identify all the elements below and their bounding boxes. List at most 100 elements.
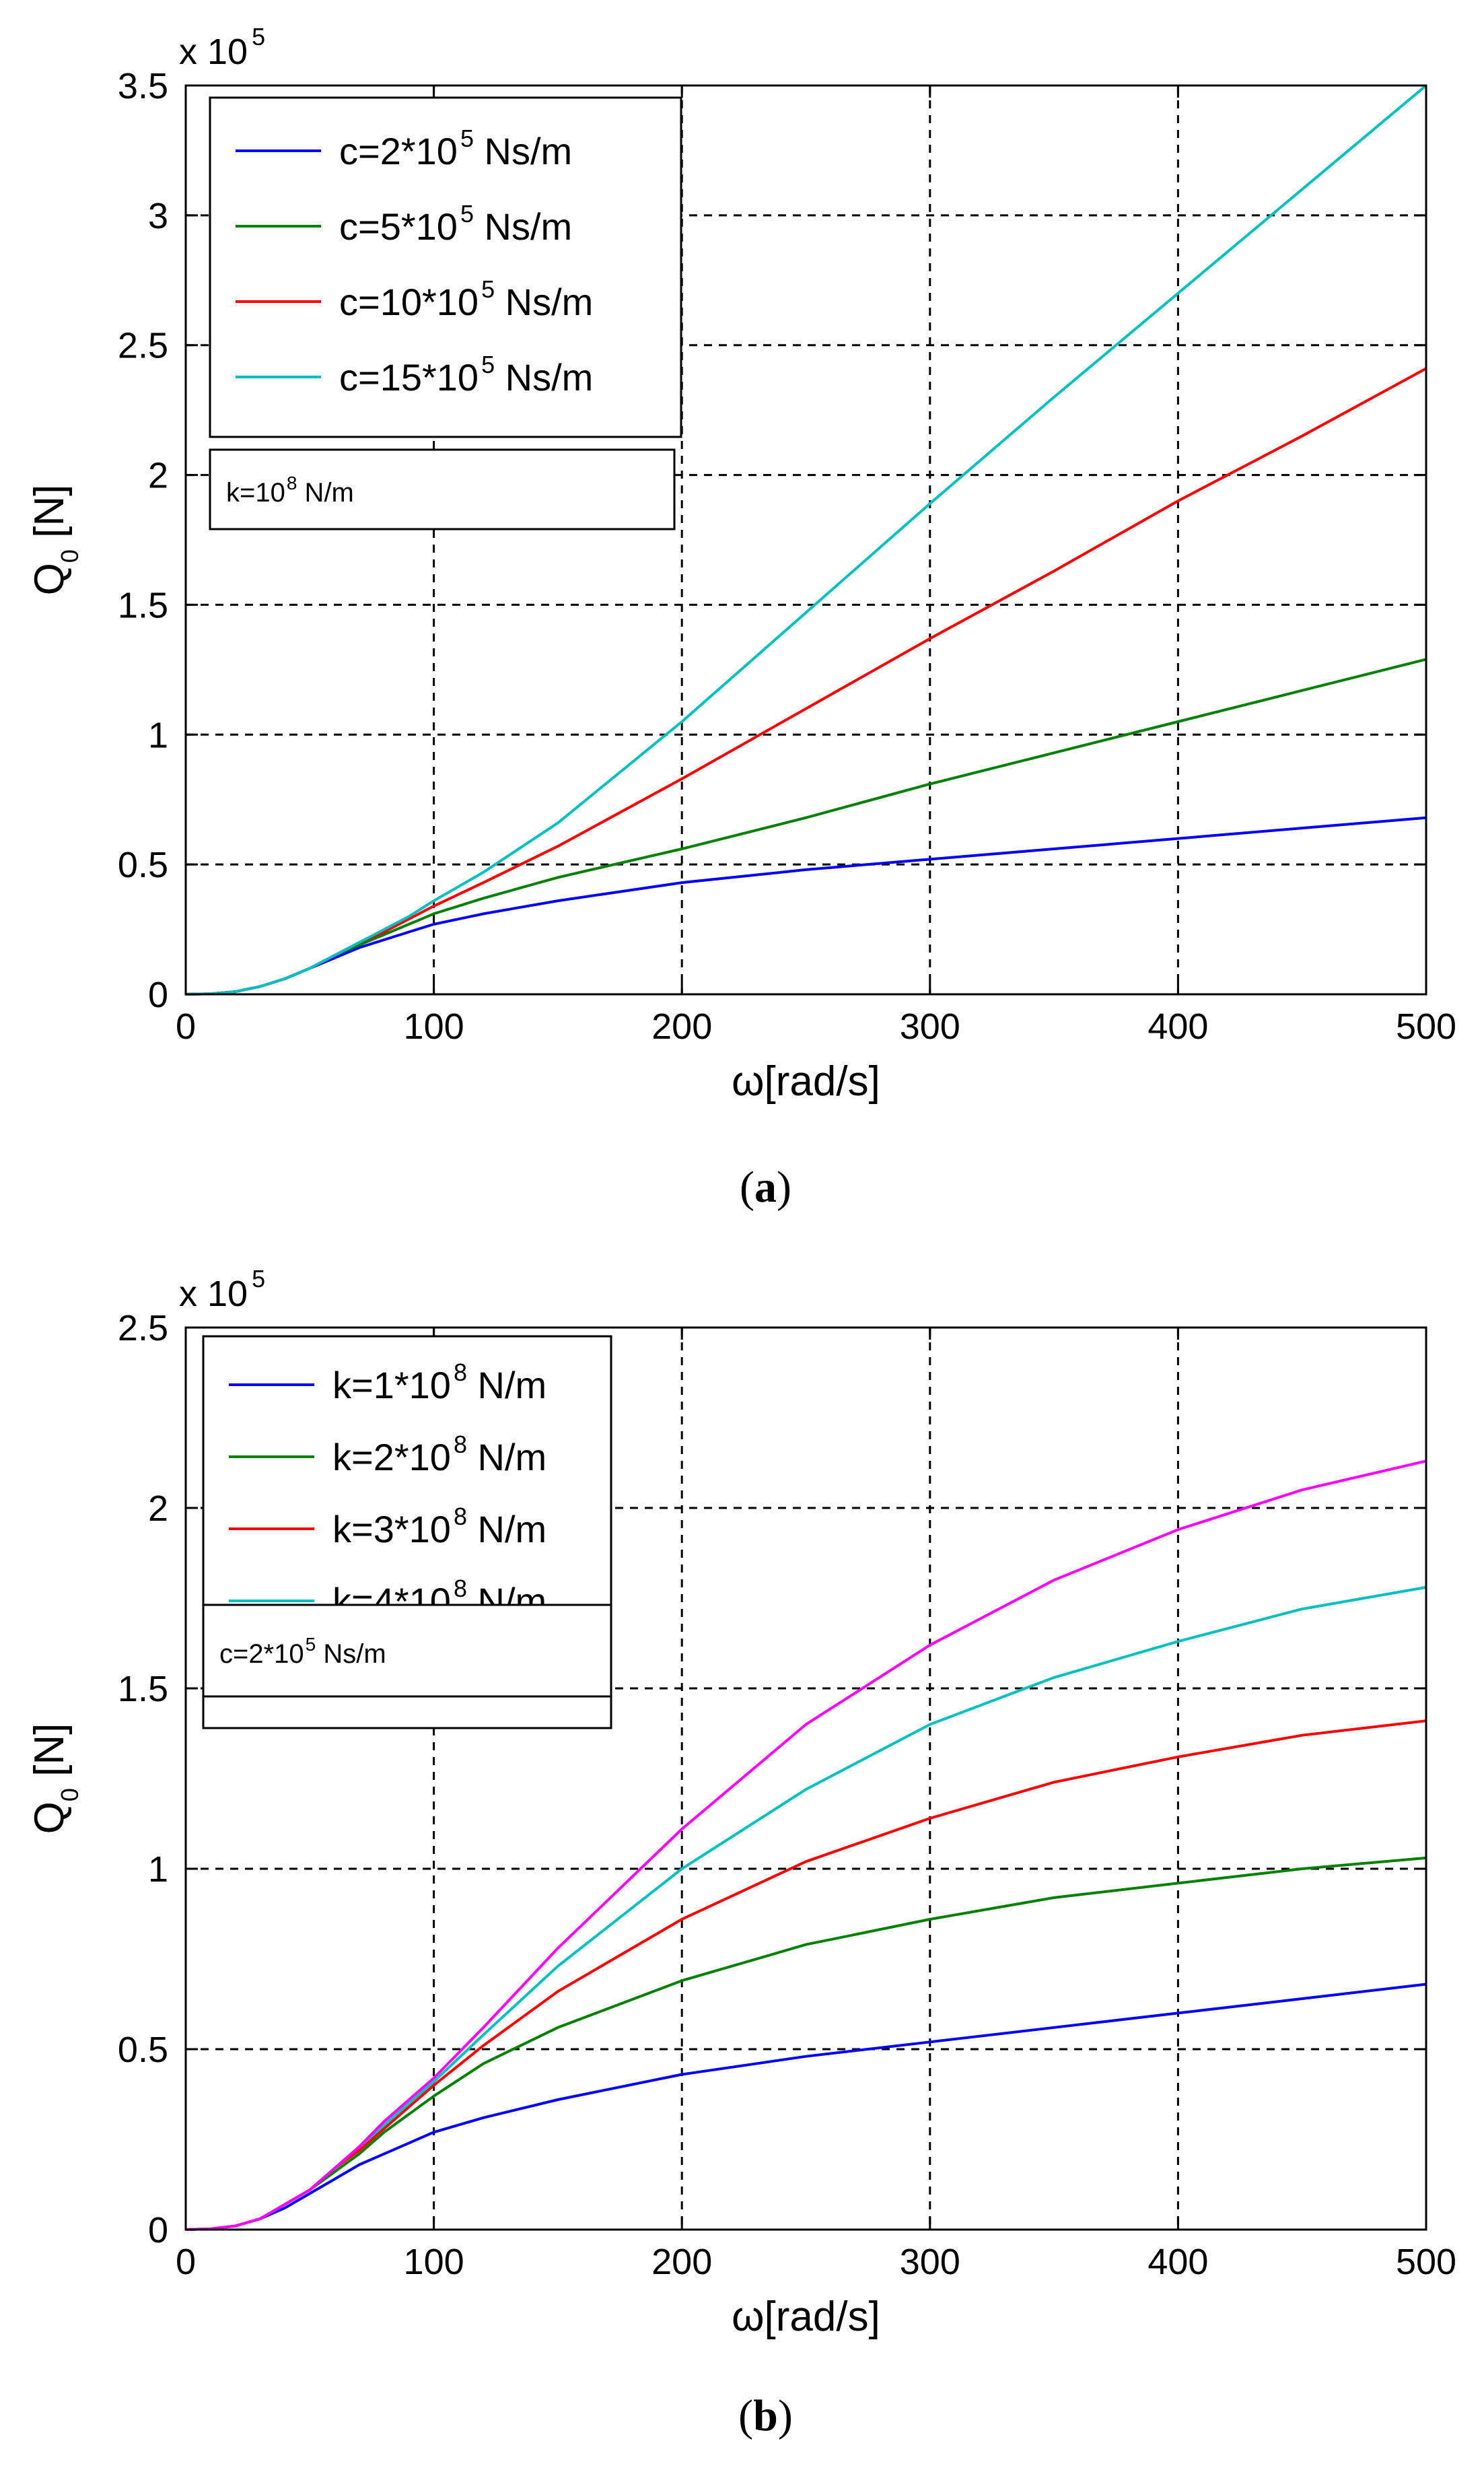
legend-label-unit: N/m: [467, 1508, 546, 1550]
y-tick-label: 3.5: [118, 66, 168, 106]
legend-label-text: k=2*10: [332, 1436, 451, 1478]
panel-caption-open: (: [740, 1163, 754, 1212]
y-axis-label-unit: [N]: [26, 1723, 73, 1788]
legend-label-unit: N/m: [467, 1364, 546, 1406]
y-tick-label: 1: [148, 715, 168, 755]
panel-caption: (b): [738, 2391, 793, 2440]
y-tick-label: 2: [148, 456, 168, 496]
annotation-text-exponent: 8: [287, 473, 297, 493]
legend-label: c=5*10 5 Ns/m: [339, 200, 572, 248]
axis-multiplier: x 10 5: [179, 23, 265, 72]
annotation-text: c=2*105 Ns/m: [219, 1634, 386, 1669]
y-axis-label-main: Q: [26, 563, 73, 595]
panel-caption-close: ): [778, 2391, 793, 2440]
legend-label-text: c=2*10: [339, 130, 458, 172]
y-axis-label-subscript: 0: [56, 549, 83, 563]
annotation-text-unit: Ns/m: [316, 1639, 386, 1669]
x-tick-label: 400: [1147, 2242, 1208, 2282]
y-tick-label: 0.5: [118, 2030, 168, 2070]
y-tick-label: 3: [148, 196, 168, 236]
y-tick-label: 2: [148, 1488, 168, 1529]
y-tick-label: 1.5: [118, 1669, 168, 1709]
y-tick-label: 0: [148, 2210, 168, 2250]
series-line: [185, 84, 1427, 996]
y-axis-label-unit: [N]: [26, 485, 73, 549]
legend-label-unit: Ns/m: [474, 130, 572, 172]
panel-caption-letter: a: [754, 1163, 777, 1212]
legend-label: c=15*10 5 Ns/m: [339, 351, 593, 399]
legend-label-exponent: 8: [454, 1358, 467, 1386]
legend-label-exponent: 5: [460, 200, 474, 228]
y-tick-label: 2.5: [118, 1308, 168, 1348]
legend-label-text: c=15*10: [339, 356, 479, 399]
legend-box: [209, 96, 682, 438]
x-tick-label: 200: [651, 2242, 712, 2282]
series-line: [185, 1983, 1427, 2231]
axis-multiplier-base: x 10: [179, 1274, 248, 1314]
panel-caption-letter: b: [753, 2391, 778, 2440]
legend-label-unit: Ns/m: [495, 356, 593, 399]
x-tick-label: 300: [900, 1006, 960, 1047]
legend-label-exponent: 5: [481, 351, 495, 378]
legend-label-unit: Ns/m: [495, 281, 593, 323]
series-line: [185, 1459, 1427, 2231]
y-tick-label: 1: [148, 1849, 168, 1890]
legend-label: k=3*10 8 N/m: [332, 1503, 546, 1550]
annotation-text-unit: N/m: [297, 478, 353, 508]
axis-multiplier-base: x 10: [179, 32, 248, 72]
legend-label-exponent: 8: [454, 1575, 467, 1602]
panel-caption-close: ): [777, 1163, 791, 1212]
series-line: [185, 1856, 1427, 2231]
series-line: [185, 816, 1427, 996]
x-tick-label: 0: [176, 2242, 196, 2282]
legend-label-exponent: 8: [454, 1431, 467, 1458]
x-tick-label: 0: [176, 1006, 196, 1047]
y-tick-label: 0: [148, 975, 168, 1015]
legend-label-text: c=10*10: [339, 281, 479, 323]
series-line: [185, 1719, 1427, 2231]
x-tick-label: 400: [1147, 1006, 1208, 1047]
x-tick-label: 200: [651, 1006, 712, 1047]
y-tick-label: 2.5: [118, 326, 168, 366]
y-axis-label: Q0 [N]: [26, 485, 83, 596]
x-tick-label: 500: [1396, 2242, 1456, 2282]
axis-multiplier-exponent: 5: [252, 23, 265, 50]
annotation-text-base: c=2*10: [219, 1639, 304, 1669]
x-tick-label: 100: [404, 2242, 464, 2282]
y-tick-label: 0.5: [118, 845, 168, 885]
legend-label: k=2*10 8 N/m: [332, 1431, 546, 1478]
x-tick-label: 300: [900, 2242, 960, 2282]
annotation-box: [209, 448, 676, 530]
annotation-text: k=108 N/m: [226, 473, 354, 508]
axis-multiplier: x 10 5: [179, 1265, 265, 1314]
plot-frame: [184, 1326, 1427, 2231]
legend-label-exponent: 5: [481, 275, 495, 303]
legend-label-text: c=5*10: [339, 205, 458, 248]
y-axis-label-subscript: 0: [56, 1788, 83, 1801]
legend-label-unit: Ns/m: [474, 205, 572, 248]
legend-label-text: k=1*10: [332, 1364, 451, 1406]
plot-frame: [184, 84, 1427, 996]
legend-label-exponent: 8: [454, 1503, 467, 1530]
axis-multiplier-exponent: 5: [252, 1265, 265, 1293]
y-axis-label: Q0 [N]: [26, 1723, 83, 1834]
legend-label: k=1*10 8 N/m: [332, 1358, 546, 1406]
annotation-text-exponent: 5: [306, 1634, 316, 1655]
annotation-box: [202, 1604, 612, 1698]
y-tick-label: 1.5: [118, 585, 168, 625]
panel-caption-open: (: [738, 2391, 753, 2440]
y-axis-label-main: Q: [26, 1801, 73, 1834]
x-axis-label: ω[rad/s]: [732, 2294, 880, 2340]
legend-label: c=2*10 5 Ns/m: [339, 125, 572, 172]
legend-label: c=10*10 5 Ns/m: [339, 275, 593, 323]
x-axis-label: ω[rad/s]: [732, 1058, 880, 1105]
legend-label-text: k=3*10: [332, 1508, 451, 1550]
panel-caption: (a): [740, 1163, 791, 1212]
x-tick-label: 100: [404, 1006, 464, 1047]
annotation-text-base: k=10: [226, 478, 285, 508]
legend-label-exponent: 5: [460, 125, 474, 152]
legend-label-unit: N/m: [467, 1436, 546, 1478]
